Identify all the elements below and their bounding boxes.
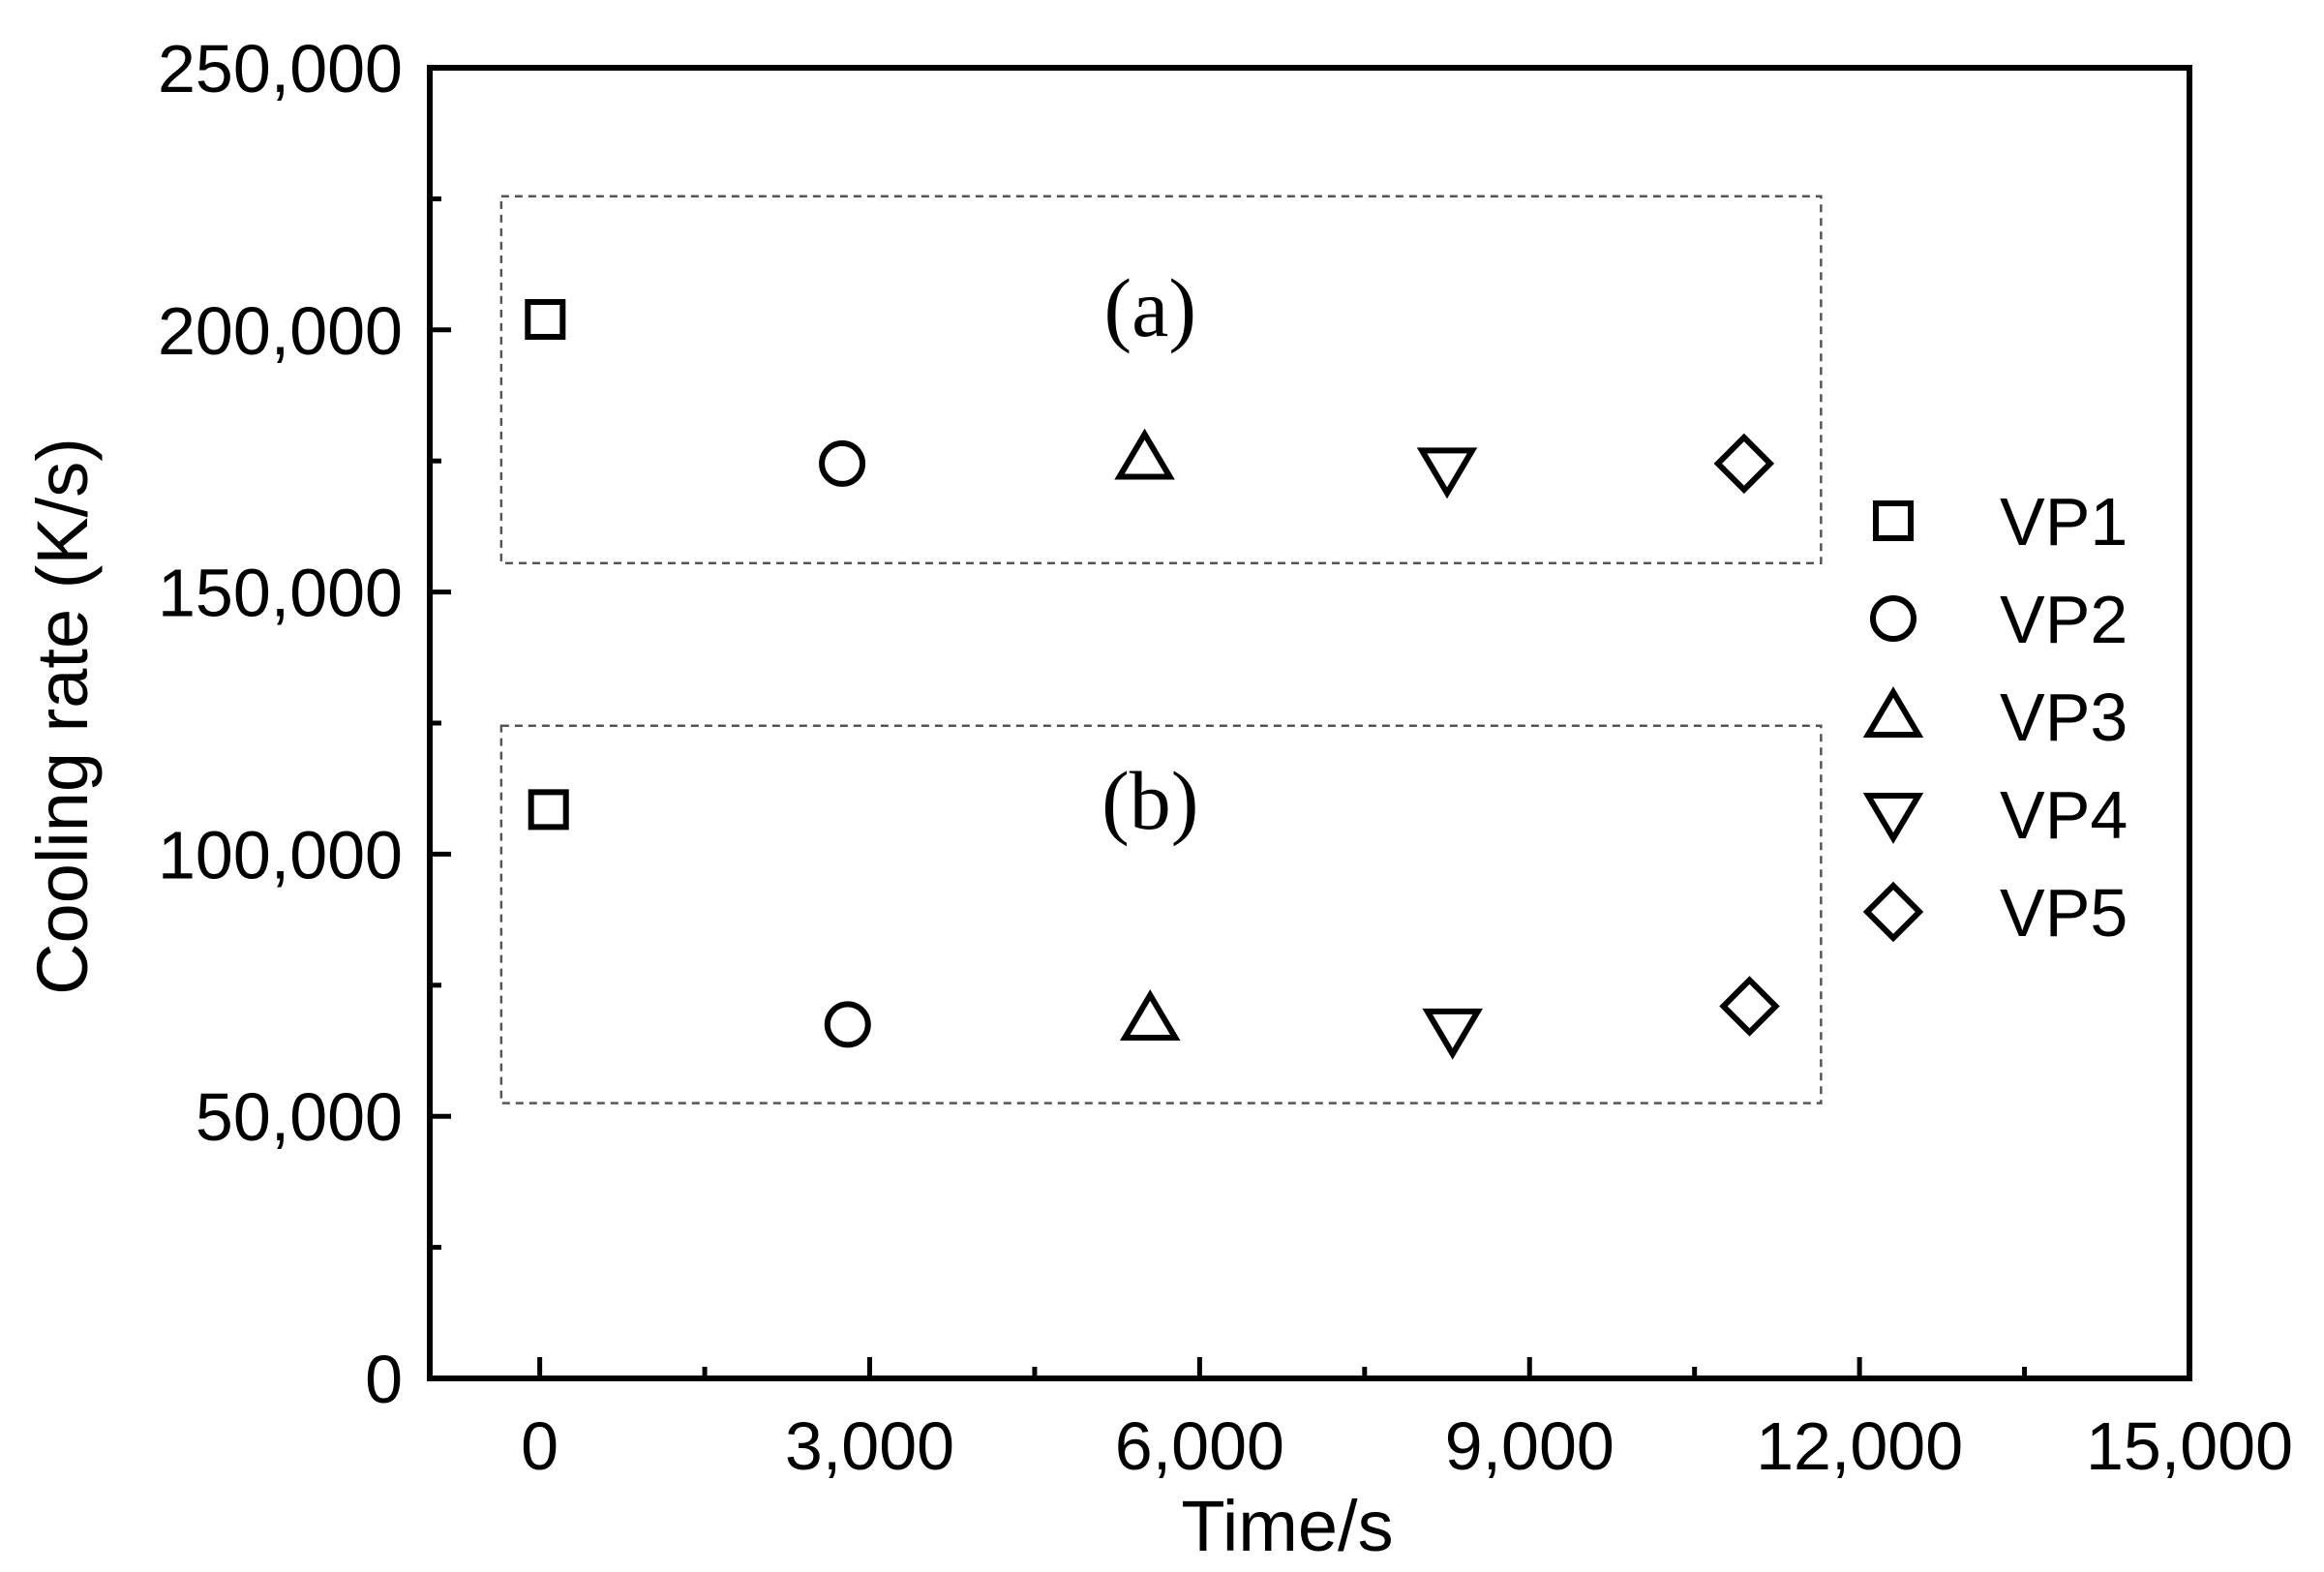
legend-label-vp2: VP2	[2000, 582, 2128, 657]
legend-marker-vp2	[1870, 595, 1917, 642]
axis-tick-labels: 0 3,000 6,000 9,000 12,000 15,000 0 50,000 100,0…	[158, 31, 2293, 1484]
y-tick-label: 150,000	[158, 556, 403, 631]
x-tick-label: 6,000	[1115, 1408, 1284, 1484]
annotation-boxes	[499, 195, 1823, 1104]
y-tick-label: 100,000	[158, 817, 403, 892]
x-tick-label: 3,000	[785, 1408, 954, 1484]
x-tick-label: 15,000	[2086, 1408, 2293, 1484]
annotation-box-2	[499, 724, 1823, 1104]
legend-marker-vp4	[1862, 793, 1924, 844]
data-point-vp1	[528, 789, 569, 831]
data-point-vp2	[824, 1001, 871, 1048]
x-tick-label: 12,000	[1756, 1408, 1963, 1484]
axis-ticks	[430, 65, 2192, 1381]
data-point-vp4	[1416, 447, 1478, 499]
panel-label-1: (a)	[1104, 261, 1196, 354]
legend-label-vp5: VP5	[2000, 875, 2128, 951]
plot-frame	[427, 65, 2192, 1381]
annotation-box-1	[499, 195, 1823, 565]
panel-labels: (a) (b)	[1102, 261, 1198, 847]
data-point-vp4	[1422, 1008, 1483, 1060]
legend-label-vp1: VP1	[2000, 484, 2128, 559]
data-point-vp5	[1713, 433, 1775, 495]
y-tick-label: 250,000	[158, 31, 403, 106]
legend-label-vp3: VP3	[2000, 680, 2128, 755]
y-tick-label: 200,000	[158, 293, 403, 369]
panel-label-2: (b)	[1102, 754, 1198, 847]
y-axis-title: Cooling rate (K/s)	[22, 438, 103, 995]
x-tick-label: 0	[521, 1408, 558, 1484]
legend: VP1 VP2 VP3 VP4 VP5	[1862, 484, 2128, 951]
x-axis-title: Time/s	[1181, 1486, 1393, 1566]
data-point-vp2	[819, 439, 866, 487]
data-point-vp3	[1119, 989, 1181, 1042]
legend-marker-vp3	[1862, 686, 1924, 738]
y-tick-label: 50,000	[196, 1079, 403, 1155]
data-point-vp1	[525, 298, 566, 340]
legend-label-vp4: VP4	[2000, 777, 2128, 853]
legend-marker-vp1	[1873, 500, 1914, 541]
x-tick-label: 9,000	[1445, 1408, 1615, 1484]
data-point-vp5	[1719, 976, 1780, 1037]
data-point-vp3	[1114, 428, 1175, 480]
legend-marker-vp5	[1862, 881, 1924, 943]
y-tick-label: 0	[365, 1342, 403, 1417]
data-markers	[525, 298, 1780, 1060]
